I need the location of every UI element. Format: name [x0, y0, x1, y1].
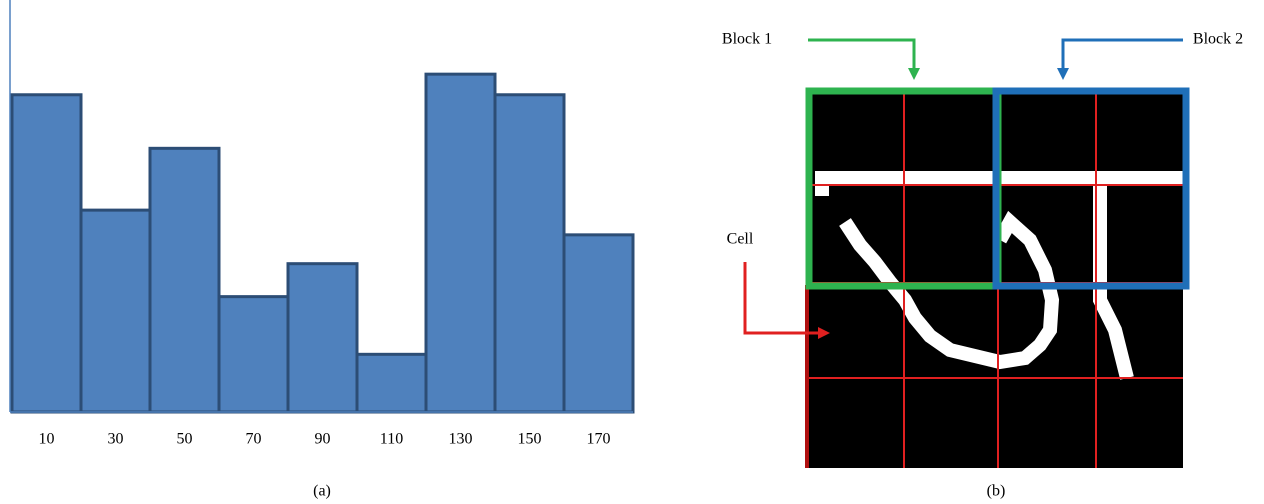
bar	[150, 148, 219, 412]
x-tick-label: 110	[380, 431, 403, 448]
caption-a: (a)	[313, 483, 331, 500]
bar	[219, 297, 288, 412]
block-2-arrowhead	[1057, 68, 1069, 80]
diagram: Block 1 Block 2 Cell (b)	[722, 31, 1243, 500]
x-tick-label: 150	[518, 431, 542, 448]
bar	[357, 354, 426, 412]
block-1-arrow	[808, 40, 914, 70]
x-tick-label: 10	[39, 431, 55, 448]
x-tick-label: 70	[246, 431, 262, 448]
x-tick-label: 50	[177, 431, 193, 448]
bar	[288, 264, 357, 412]
bar	[426, 74, 495, 412]
x-tick-label: 30	[108, 431, 124, 448]
bar	[564, 235, 633, 412]
block-1-label: Block 1	[722, 31, 772, 48]
bar	[12, 95, 81, 412]
block-1-arrowhead	[908, 68, 920, 80]
block-2-label: Block 2	[1193, 31, 1243, 48]
x-tick-label: 90	[315, 431, 331, 448]
figure: (a) Block 1 Block 2 Cell (b)	[0, 0, 1264, 504]
cell-label: Cell	[727, 231, 754, 248]
block-2-arrow	[1063, 40, 1183, 70]
x-tick-label: 170	[587, 431, 611, 448]
bar	[81, 210, 150, 412]
x-tick-label: 130	[449, 431, 473, 448]
caption-b: (b)	[987, 483, 1006, 500]
bar	[495, 95, 564, 412]
